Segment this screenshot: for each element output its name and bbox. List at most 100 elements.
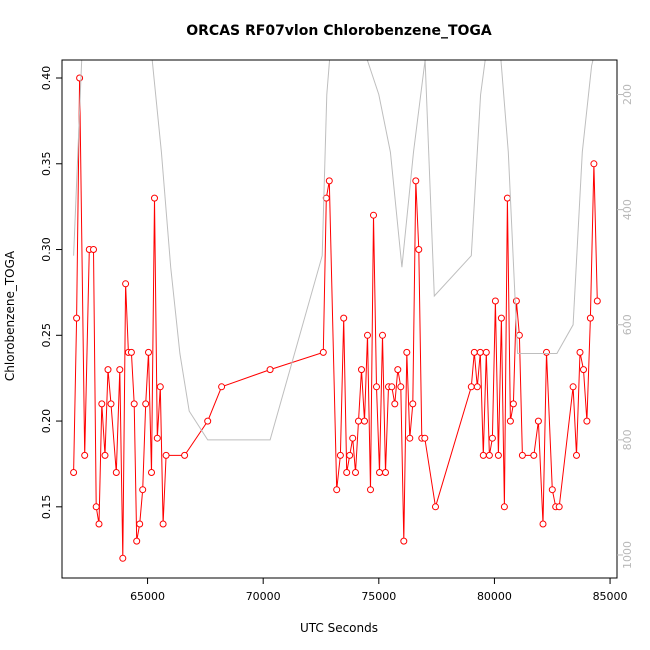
data-point xyxy=(576,348,584,356)
data-point xyxy=(112,469,120,476)
data-point xyxy=(406,434,414,442)
data-point xyxy=(412,177,420,185)
data-point xyxy=(586,314,594,322)
data-point xyxy=(358,366,365,374)
data-point xyxy=(98,400,106,408)
data-point xyxy=(367,486,374,494)
data-point xyxy=(394,366,402,374)
data-point xyxy=(497,314,505,322)
data-point xyxy=(145,348,152,356)
data-point xyxy=(467,383,475,391)
data-point xyxy=(218,383,226,391)
data-point xyxy=(139,486,147,494)
data-point xyxy=(352,469,359,476)
data-point xyxy=(119,554,127,562)
data-point xyxy=(127,348,135,356)
data-point xyxy=(512,297,520,305)
data-point xyxy=(122,280,130,288)
data-point xyxy=(76,74,84,82)
data-point xyxy=(518,451,526,459)
data-point xyxy=(355,417,362,425)
data-point xyxy=(506,417,514,425)
data-point xyxy=(136,520,144,528)
x-tick-label: 80000 xyxy=(477,590,512,603)
y-tick-label: 0.35 xyxy=(40,152,53,177)
data-point xyxy=(319,348,327,356)
data-point xyxy=(373,383,380,391)
data-point xyxy=(500,503,508,511)
plot-frame xyxy=(61,59,618,579)
data-point xyxy=(569,383,577,391)
data-point xyxy=(470,348,478,356)
data-point xyxy=(391,400,399,408)
data-point xyxy=(204,417,212,425)
data-point xyxy=(543,348,550,356)
data-point xyxy=(156,383,164,391)
chart-title: ORCAS RF07vlon Chlorobenzene_TOGA xyxy=(186,23,492,39)
data-point xyxy=(583,417,591,425)
data-point xyxy=(488,434,496,442)
data-point xyxy=(333,486,341,494)
y-axis-label: Chlorobenzene_TOGA xyxy=(3,250,17,381)
data-point xyxy=(322,194,330,202)
data-point xyxy=(142,400,150,408)
data-point xyxy=(485,451,493,459)
x-tick-label: 85000 xyxy=(593,590,628,603)
data-point xyxy=(336,451,344,459)
data-point xyxy=(162,451,170,459)
y-tick-label: 0.15 xyxy=(40,495,53,520)
data-point xyxy=(530,451,538,459)
data-point xyxy=(491,297,499,305)
data-point xyxy=(266,366,274,374)
data-point xyxy=(107,400,115,408)
data-point xyxy=(90,246,97,253)
y2-tick-label: 600 xyxy=(621,314,634,335)
data-point xyxy=(95,520,103,528)
data-point xyxy=(421,434,429,442)
data-point xyxy=(130,400,138,408)
y2-tick-label: 200 xyxy=(621,84,634,105)
data-point xyxy=(340,314,348,322)
data-point xyxy=(181,451,189,459)
data-point xyxy=(70,469,78,476)
data-point xyxy=(151,194,158,202)
data-point xyxy=(364,331,371,339)
data-point xyxy=(593,297,601,305)
data-point xyxy=(473,383,481,391)
data-point xyxy=(361,417,368,425)
data-point xyxy=(400,537,408,545)
data-point xyxy=(379,331,386,339)
data-point xyxy=(388,383,396,391)
y-tick-label: 0.20 xyxy=(40,409,53,434)
data-point xyxy=(573,451,580,459)
data-point xyxy=(539,520,547,528)
data-point xyxy=(376,469,383,476)
data-point xyxy=(81,451,89,459)
data-point xyxy=(159,520,167,528)
data-point xyxy=(349,434,357,442)
data-point xyxy=(397,383,405,391)
data-point xyxy=(555,503,563,511)
data-point xyxy=(409,400,417,408)
axes: 65000 70000 75000 80000 85000 0.15 0.20 0.25 0.3… xyxy=(40,59,634,603)
x-axis-label: UTC Seconds xyxy=(300,621,378,635)
y2-tick-label: 1000 xyxy=(621,541,634,569)
data-point xyxy=(325,177,333,185)
data-point xyxy=(370,211,377,219)
y-tick-label: 0.30 xyxy=(40,237,53,262)
data-point xyxy=(580,366,587,374)
data-point xyxy=(590,160,598,168)
x-tick-label: 65000 xyxy=(130,590,165,603)
data-point xyxy=(482,348,490,356)
data-point xyxy=(476,348,484,356)
x-tick-label: 70000 xyxy=(246,590,281,603)
y-tick-label: 0.40 xyxy=(40,66,53,91)
data-point xyxy=(432,503,439,511)
data-point xyxy=(415,246,423,253)
data-point xyxy=(548,486,556,494)
data-point xyxy=(153,434,161,442)
data-point xyxy=(534,417,542,425)
y-tick-label: 0.25 xyxy=(40,323,53,348)
